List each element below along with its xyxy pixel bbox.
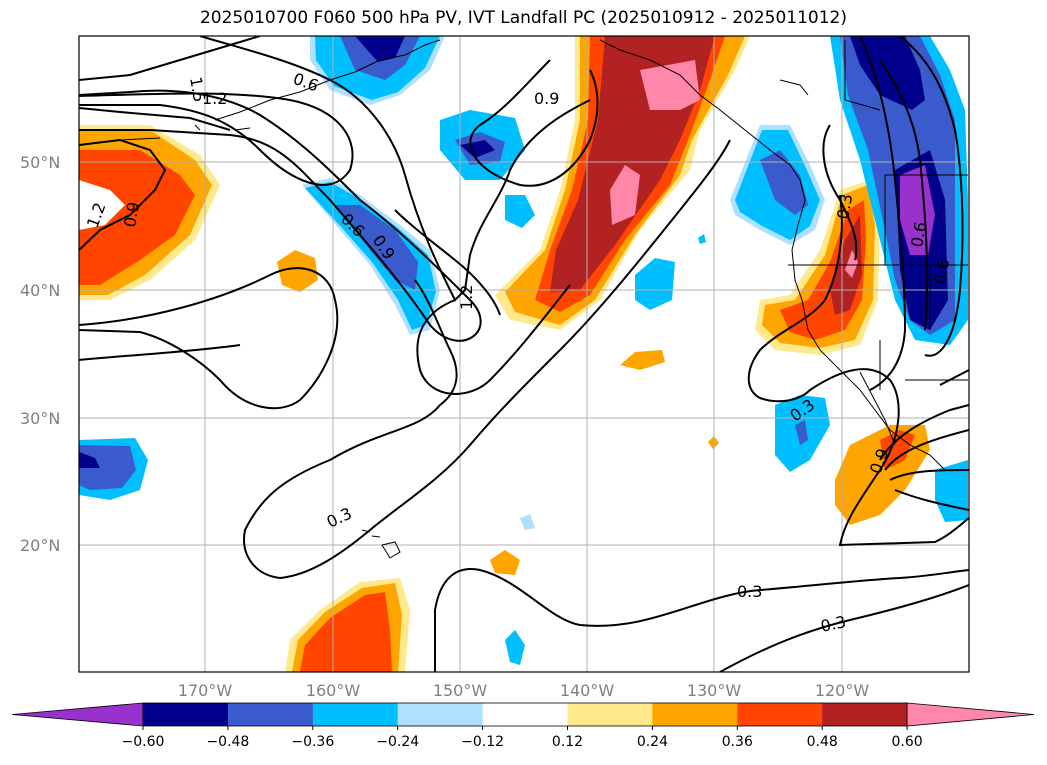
negative-anomaly bbox=[505, 195, 535, 228]
lon-label: 150°W bbox=[433, 681, 488, 700]
graticule bbox=[79, 36, 969, 672]
contour-label: 0.6 bbox=[930, 257, 953, 285]
colorbar-segment bbox=[567, 703, 653, 726]
map-panel: 1.5 1.2 0.6 0.9 1.2 0.9 0.6 0.9 1.2 0.3 … bbox=[79, 36, 969, 672]
contour-label: 0.3 bbox=[833, 192, 856, 220]
longitude-labels: 170°W 160°W 150°W 140°W 130°W 120°W bbox=[178, 681, 870, 700]
negative-anomaly bbox=[305, 182, 436, 330]
positive-anomaly bbox=[79, 150, 195, 285]
colorbar-segment bbox=[652, 703, 738, 726]
colorbar-segment bbox=[822, 703, 908, 726]
lon-label: 140°W bbox=[560, 681, 615, 700]
colorbar-tick-label: −0.12 bbox=[461, 734, 504, 750]
negative-anomaly bbox=[635, 258, 675, 310]
lat-label: 40°N bbox=[20, 281, 60, 300]
negative-anomaly bbox=[935, 460, 968, 522]
contour-label: 0.3 bbox=[324, 504, 355, 532]
negative-anomaly bbox=[795, 420, 808, 445]
colorbar: −0.60 −0.48 −0.36 −0.24 −0.12 0.12 0.24 0.36 0.4… bbox=[11, 702, 1035, 750]
colorbar-segment bbox=[312, 703, 399, 726]
colorbar-segment bbox=[143, 703, 229, 726]
contour-label: 0.9 bbox=[534, 89, 559, 108]
positive-anomaly bbox=[610, 165, 640, 225]
contour-label: 1.2 bbox=[202, 89, 227, 108]
positive-anomaly bbox=[620, 350, 665, 370]
colorbar-segment bbox=[227, 703, 314, 726]
lon-label: 130°W bbox=[687, 681, 742, 700]
figure-title: 2025010700 F060 500 hPa PV, IVT Landfall… bbox=[199, 8, 847, 28]
colorbar-segment bbox=[397, 703, 484, 726]
lat-label: 50°N bbox=[20, 153, 60, 172]
contour-label: 1.5 bbox=[186, 75, 209, 103]
negative-anomaly bbox=[335, 205, 418, 290]
negative-anomaly bbox=[79, 452, 100, 468]
contour-label: 0.3 bbox=[737, 582, 762, 601]
lon-label: 170°W bbox=[178, 681, 233, 700]
colorbar-tick-label: −0.36 bbox=[291, 734, 334, 750]
coastlines bbox=[119, 39, 968, 559]
colorbar-extend-min bbox=[11, 702, 144, 727]
lon-label: 160°W bbox=[306, 681, 361, 700]
shaded-field bbox=[79, 36, 968, 672]
colorbar-frame bbox=[142, 702, 908, 727]
colorbar-extend-max bbox=[906, 702, 1035, 727]
colorbar-tick-label: −0.24 bbox=[376, 734, 419, 750]
contour-label: 0.3 bbox=[819, 612, 848, 636]
latitude-labels: 50°N 40°N 30°N 20°N bbox=[20, 153, 60, 555]
negative-anomaly bbox=[760, 150, 808, 215]
colorbar-segment bbox=[737, 703, 823, 726]
positive-anomaly bbox=[277, 250, 318, 292]
positive-anomaly bbox=[79, 180, 125, 230]
negative-anomaly bbox=[355, 36, 405, 62]
colorbar-tick-label: 0.60 bbox=[892, 734, 923, 750]
negative-anomaly bbox=[79, 445, 136, 490]
negative-anomaly bbox=[698, 234, 706, 244]
contour-label: 1.2 bbox=[457, 285, 476, 310]
positive-anomaly bbox=[300, 592, 392, 672]
negative-anomaly bbox=[520, 514, 535, 530]
positive-anomaly bbox=[880, 430, 915, 470]
colorbar-tick-label: −0.48 bbox=[206, 734, 249, 750]
colorbar-tick-label: 0.48 bbox=[807, 734, 838, 750]
positive-anomaly bbox=[640, 60, 700, 110]
positive-anomaly bbox=[490, 550, 520, 575]
contour-label: 0.9 bbox=[120, 200, 143, 228]
map-frame bbox=[78, 35, 970, 673]
negative-anomaly bbox=[460, 140, 495, 158]
colorbar-tick-label: 0.36 bbox=[722, 734, 753, 750]
colorbar-segment bbox=[482, 703, 568, 726]
lat-label: 20°N bbox=[20, 536, 60, 555]
colorbar-tick-label: 0.12 bbox=[552, 734, 583, 750]
colorbar-tick-label: 0.24 bbox=[637, 734, 668, 750]
contour-label: 0.6 bbox=[907, 220, 930, 248]
colorbar-tick-label: −0.60 bbox=[122, 734, 165, 750]
negative-anomaly bbox=[505, 630, 525, 665]
lat-label: 30°N bbox=[20, 409, 60, 428]
contour-lines bbox=[79, 36, 969, 672]
lon-label: 120°W bbox=[815, 681, 870, 700]
